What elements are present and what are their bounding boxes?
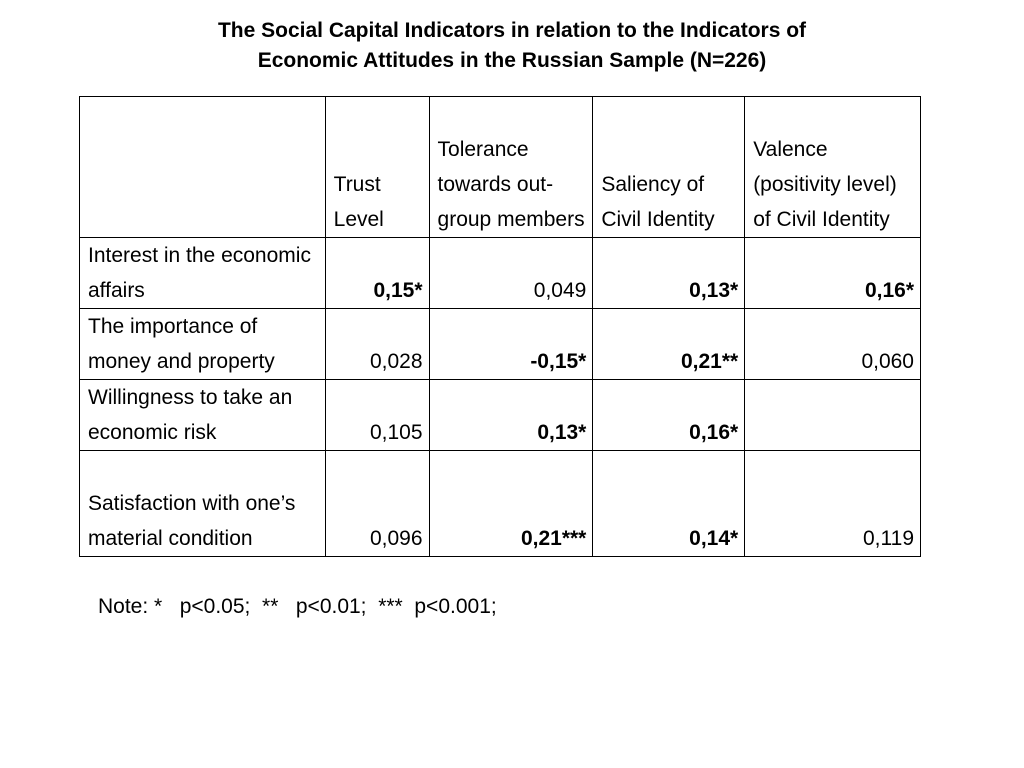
table-row: The importance of money and property 0,0… (79, 308, 921, 380)
table-cell (744, 379, 921, 451)
table-cell: 0,028 (324, 308, 430, 380)
row-label: The importance of money and property (79, 308, 326, 380)
title-line-2: Economic Attitudes in the Russian Sample… (257, 49, 767, 72)
page-title: The Social Capital Indicators in relatio… (0, 16, 1024, 76)
table-header-row: Trust Level Tolerance towards out-group … (79, 96, 921, 238)
header-trust-level: Trust Level (324, 96, 430, 238)
row-label: Satisfaction with one’s material conditi… (79, 450, 326, 557)
row-label: Interest in the economic affairs (79, 237, 326, 309)
table-cell: 0,15* (324, 237, 430, 309)
table-row: Satisfaction with one’s material conditi… (79, 450, 921, 557)
table-cell: 0,060 (744, 308, 921, 380)
table-cell: 0,119 (744, 450, 921, 557)
table-cell: 0,13* (428, 379, 594, 451)
header-valence: Valence (positivity level) of Civil Iden… (744, 96, 921, 238)
table-cell: 0,049 (428, 237, 594, 309)
title-line-1: The Social Capital Indicators in relatio… (217, 19, 807, 42)
table-cell: 0,21*** (428, 450, 594, 557)
table-cell: 0,21** (592, 308, 746, 380)
table-cell: 0,16* (744, 237, 921, 309)
table-cell: 0,105 (324, 379, 430, 451)
significance-note: Note: * p<0.05; ** p<0.01; *** p<0.001; (98, 595, 497, 618)
row-label: Willingness to take an economic risk (79, 379, 326, 451)
header-tolerance: Tolerance towards out-group members (428, 96, 594, 238)
table-row: Willingness to take an economic risk 0,1… (79, 379, 921, 451)
header-saliency: Saliency of Civil Identity (592, 96, 746, 238)
table-cell: 0,16* (592, 379, 746, 451)
table-cell: 0,13* (592, 237, 746, 309)
table-cell: 0,14* (592, 450, 746, 557)
correlation-table: Trust Level Tolerance towards out-group … (79, 96, 921, 557)
table-cell: -0,15* (428, 308, 594, 380)
header-corner-cell (79, 96, 326, 238)
table-row: Interest in the economic affairs 0,15* 0… (79, 237, 921, 309)
table-cell: 0,096 (324, 450, 430, 557)
